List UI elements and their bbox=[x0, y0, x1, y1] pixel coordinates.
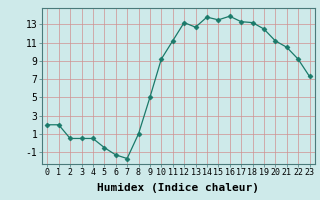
X-axis label: Humidex (Indice chaleur): Humidex (Indice chaleur) bbox=[97, 183, 260, 193]
